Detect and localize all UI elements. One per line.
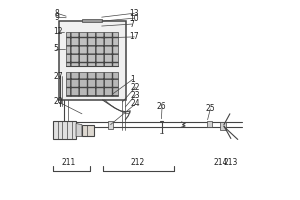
- Text: 13: 13: [129, 9, 139, 18]
- Text: 26: 26: [157, 102, 166, 111]
- Text: 9: 9: [54, 13, 59, 22]
- Bar: [220, 122, 226, 130]
- Text: 27: 27: [53, 72, 63, 81]
- Text: 25: 25: [205, 104, 215, 113]
- Text: 5: 5: [53, 44, 58, 53]
- Text: 8: 8: [54, 9, 59, 18]
- Text: 7: 7: [129, 20, 134, 29]
- Bar: [82, 19, 102, 22]
- Bar: [82, 125, 94, 136]
- Text: 24: 24: [130, 99, 140, 108]
- Text: 17: 17: [129, 32, 139, 41]
- Bar: [53, 121, 76, 139]
- Text: 10: 10: [129, 14, 139, 23]
- Bar: [207, 121, 212, 127]
- Text: 212: 212: [130, 158, 145, 167]
- Bar: [108, 121, 113, 129]
- Polygon shape: [76, 124, 82, 137]
- Text: 214: 214: [213, 158, 227, 167]
- Bar: [59, 21, 126, 100]
- Text: 20: 20: [53, 97, 63, 106]
- Bar: [66, 72, 118, 96]
- Bar: [66, 32, 118, 66]
- Text: 12: 12: [53, 27, 63, 36]
- Text: 211: 211: [61, 158, 76, 167]
- Text: 1: 1: [130, 75, 135, 84]
- Text: 213: 213: [224, 158, 238, 167]
- Text: 22: 22: [130, 83, 140, 92]
- Text: 23: 23: [130, 91, 140, 100]
